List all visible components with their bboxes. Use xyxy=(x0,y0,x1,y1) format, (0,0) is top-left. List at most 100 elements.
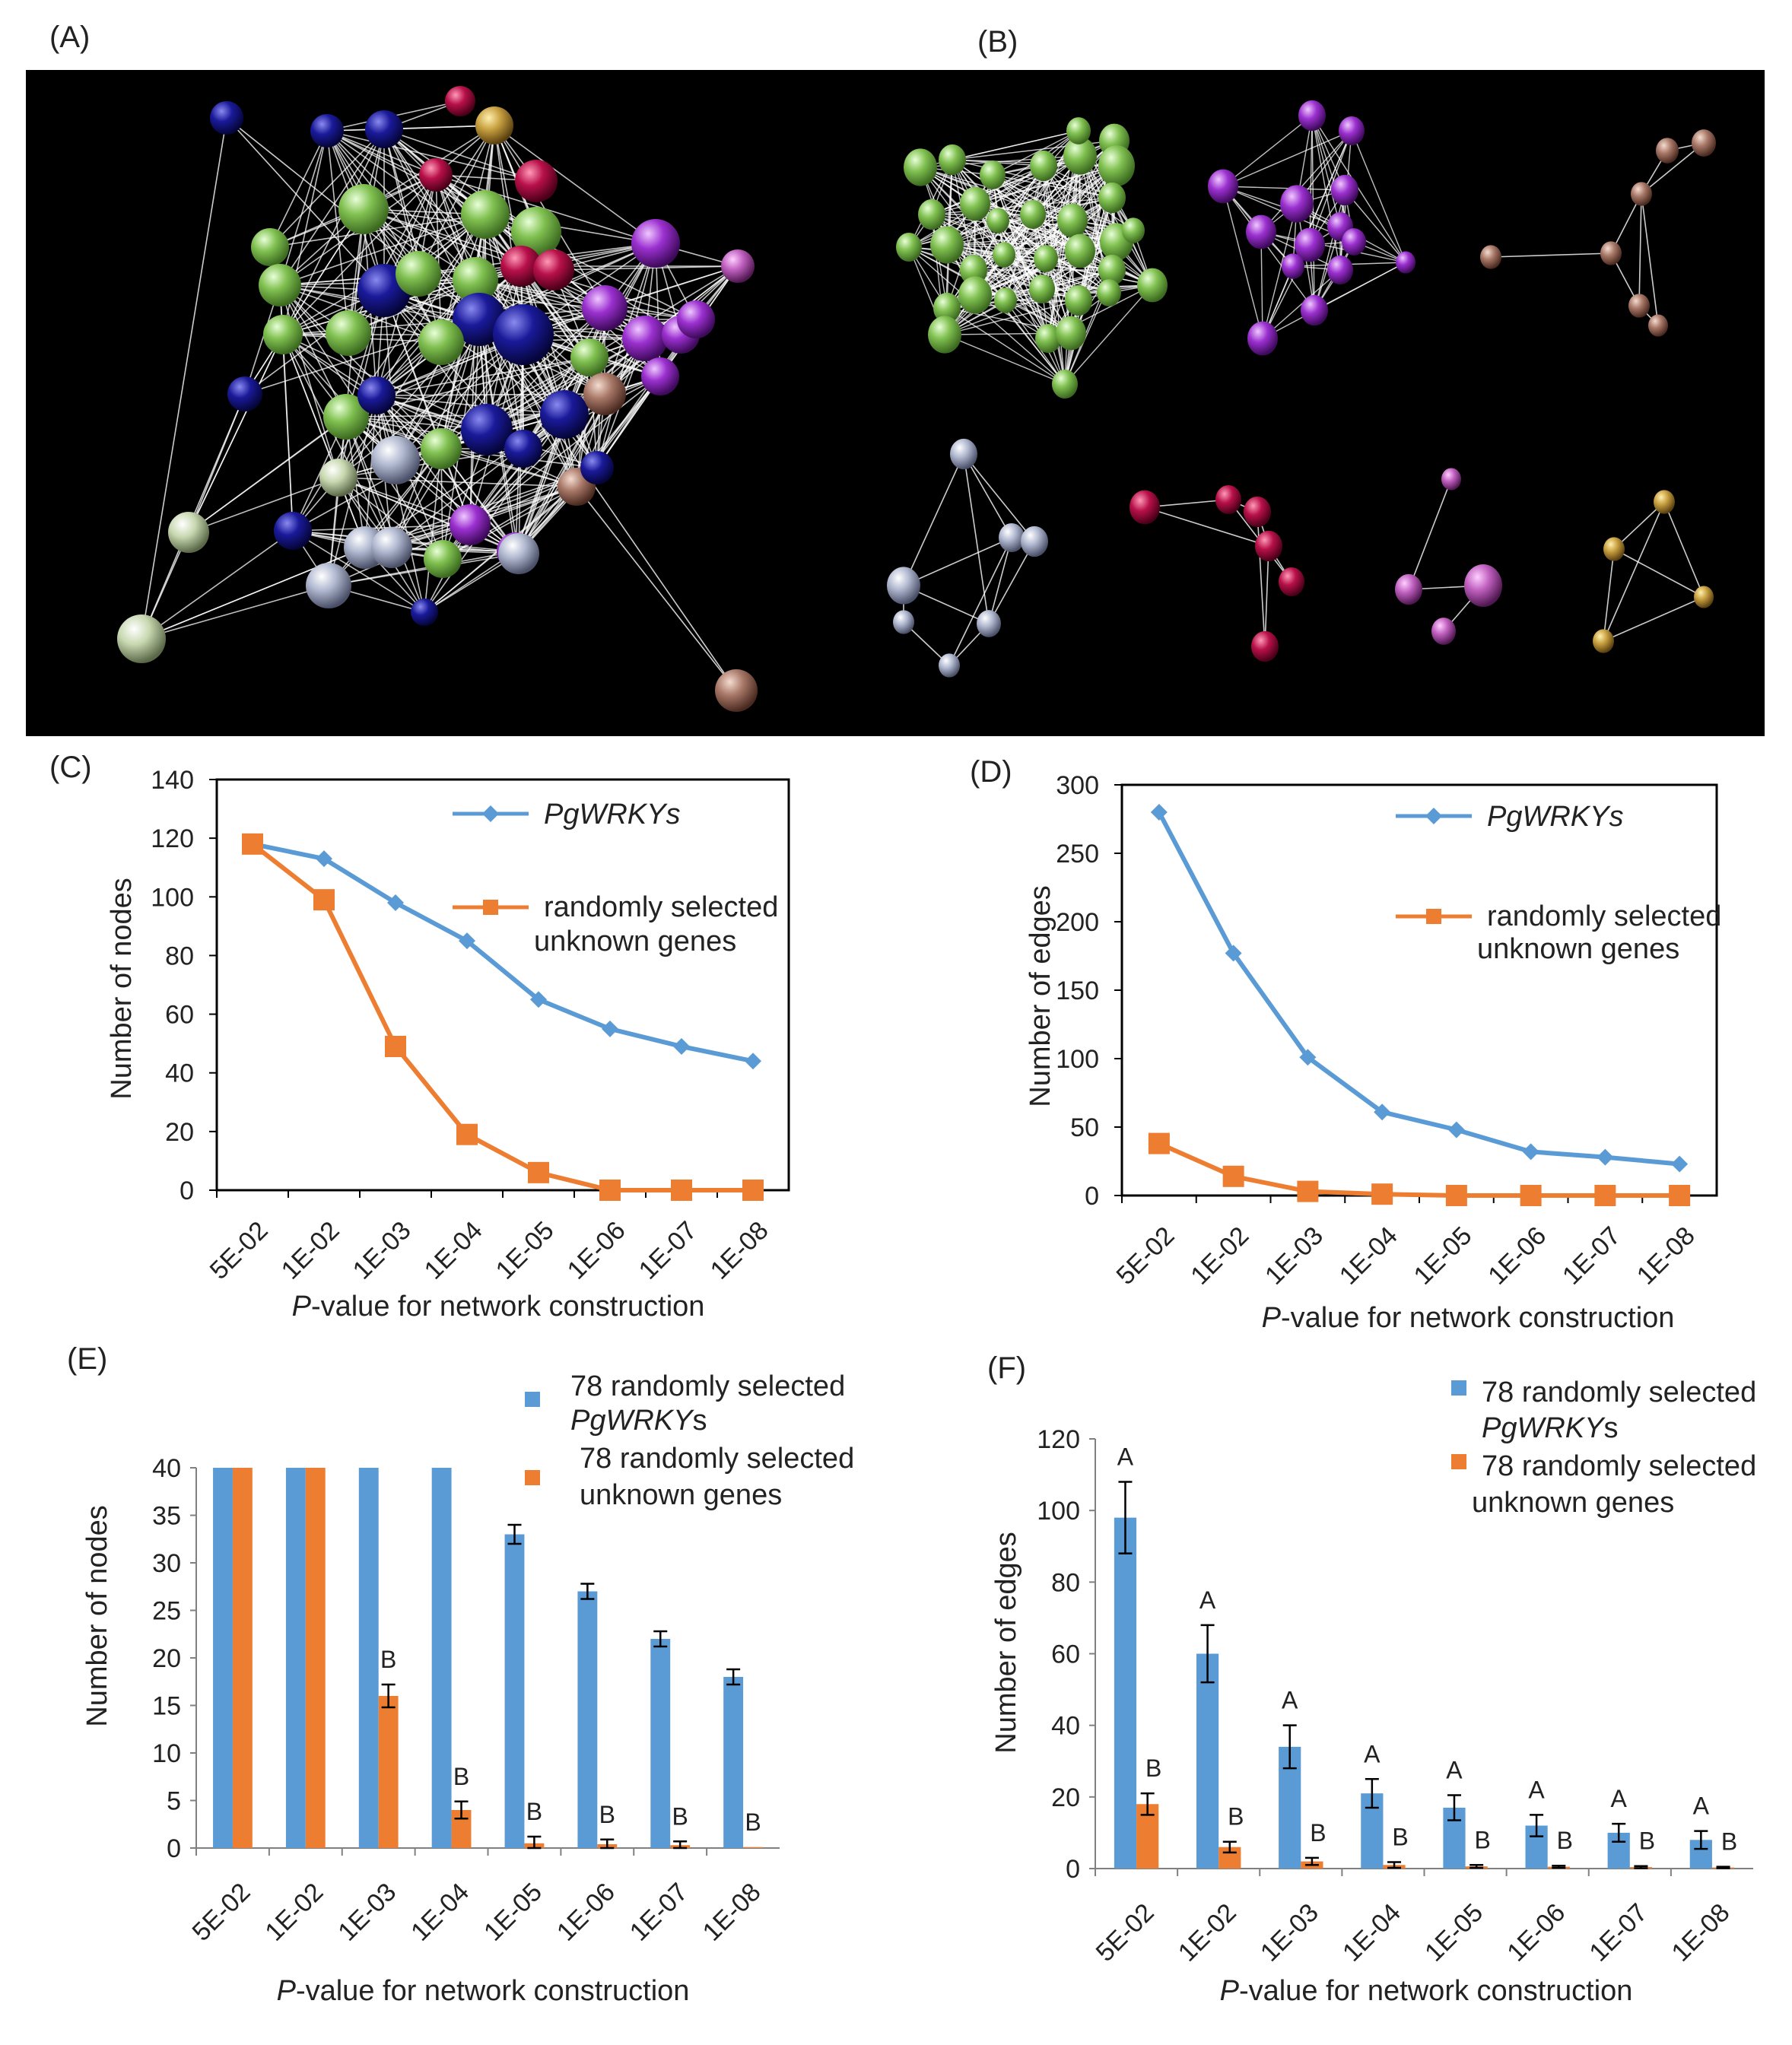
chart-f-sig-label: A xyxy=(1199,1586,1216,1614)
chart-f-xtick-label: 1E-07 xyxy=(1584,1898,1653,1967)
chart-e-bar-s0 xyxy=(650,1639,671,1848)
chart-f-sig-label: B xyxy=(1557,1827,1573,1854)
chart-f-sig-label: B xyxy=(1721,1828,1737,1856)
chart-e-ytick-label: 20 xyxy=(152,1644,181,1673)
chart-f-sig-label: B xyxy=(1639,1827,1655,1855)
chart-c-series-1-line xyxy=(251,842,753,1192)
chart-c-series-1-point xyxy=(242,833,263,855)
panel-letter-a: (A) xyxy=(49,21,90,54)
chart-e-legend-marker-0 xyxy=(525,1392,540,1407)
panel-letter-e: (E) xyxy=(67,1342,107,1376)
chart-f-ytick-label: 60 xyxy=(1051,1640,1080,1669)
chart-e-bar-s0 xyxy=(358,1468,379,1848)
chart-d-series-1-point xyxy=(1297,1180,1319,1202)
chart-d-series-0-point xyxy=(1299,1049,1317,1066)
chart-f-legend-label-0b-suffix: s xyxy=(1603,1412,1618,1444)
chart-d-ytick-label: 50 xyxy=(1070,1113,1099,1142)
chart-d-series-1-point xyxy=(1669,1185,1691,1206)
chart-f-sig-label: B xyxy=(1228,1803,1244,1831)
chart-d-series-1-point xyxy=(1148,1132,1170,1154)
chart-f-sig-label: B xyxy=(1392,1824,1408,1851)
chart-d-ytick-label: 100 xyxy=(1056,1045,1099,1074)
chart-f-xtick-label: 1E-04 xyxy=(1337,1898,1406,1967)
chart-e-legend-label-0b-italic: PgWRKY xyxy=(570,1405,694,1437)
chart-f-legend-label-0a: 78 randomly selected xyxy=(1482,1377,1756,1408)
chart-d-series-0-point xyxy=(1374,1103,1391,1121)
chart-d-xlabel-italic: P xyxy=(1262,1302,1282,1334)
chart-c-xlabel-italic: P xyxy=(292,1291,312,1323)
chart-e-xlabel: P-value for network construction xyxy=(277,1975,690,2007)
chart-f-xtick-label: 1E-08 xyxy=(1666,1898,1736,1967)
chart-f-sig-label: A xyxy=(1364,1740,1381,1767)
chart-c-xlabel-rest: -value for network construction xyxy=(311,1291,704,1323)
chart-e-legend-label-0b: PgWRKYs xyxy=(570,1405,707,1437)
chart-c-ytick-label: 100 xyxy=(151,883,194,912)
chart-e-legend-label-1a: 78 randomly selected xyxy=(580,1443,854,1475)
chart-c-series-0-line xyxy=(252,841,754,1064)
chart-e-ytick-label: 25 xyxy=(152,1597,181,1626)
chart-e-sig-label: B xyxy=(380,1646,396,1673)
chart-f-sig-label: A xyxy=(1693,1793,1710,1820)
chart-d-series-0-point xyxy=(1597,1148,1614,1166)
chart-d-series-0-point xyxy=(1225,945,1242,962)
chart-e-xlabel-rest: -value for network construction xyxy=(296,1975,689,2007)
chart-f-sig-label: B xyxy=(1145,1754,1161,1782)
chart-d-series-0-point xyxy=(1150,804,1168,821)
chart-c-ytick-label: 80 xyxy=(165,942,194,970)
chart-d-series-0-line xyxy=(1157,811,1680,1167)
chart-e-bar-s0 xyxy=(213,1468,233,1848)
chart-e-bar-s0 xyxy=(431,1468,452,1848)
chart-c-series-1-point xyxy=(385,1036,406,1057)
chart-f-xlabel-rest: -value for network construction xyxy=(1239,1975,1632,2007)
chart-f-bar-s0 xyxy=(1114,1517,1137,1869)
chart-f-ytick-label: 80 xyxy=(1051,1568,1080,1597)
chart-e-xtick-label: 1E-04 xyxy=(405,1878,475,1947)
chart-f-sig-label: A xyxy=(1611,1785,1628,1812)
chart-c-series-0-point xyxy=(745,1053,761,1070)
chart-c-xtick-label: 1E-06 xyxy=(562,1216,631,1285)
chart-f-sig-label: B xyxy=(1474,1826,1490,1853)
chart-d-series-1-point xyxy=(1594,1185,1616,1206)
chart-e-legend-label-0b-suffix: s xyxy=(692,1405,707,1437)
chart-d-series-1-point xyxy=(1222,1165,1244,1187)
chart-d-series-0-point xyxy=(1522,1143,1539,1161)
chart-d-ytick-label: 200 xyxy=(1056,908,1099,937)
chart-c-series-1-point xyxy=(528,1161,549,1183)
chart-e-bar-s0 xyxy=(285,1468,306,1848)
chart-c-legend-marker-1 xyxy=(483,900,498,915)
chart-c-series-1-point xyxy=(313,889,335,911)
chart-f-sig-label: A xyxy=(1282,1687,1298,1714)
chart-f-bar-s0 xyxy=(1196,1653,1219,1869)
chart-c-xtick-label: 1E-04 xyxy=(419,1216,488,1285)
chart-e-bar-s1 xyxy=(305,1468,326,1848)
chart-e-xtick-label: 1E-03 xyxy=(332,1878,402,1947)
chart-e-xtick-label: 1E-08 xyxy=(697,1878,767,1947)
chart-e-bar-s0 xyxy=(504,1534,525,1848)
chart-e-bar-s0 xyxy=(577,1591,598,1848)
chart-f-xtick-label: 5E-02 xyxy=(1091,1898,1160,1967)
chart-e-legend-label-1b: unknown genes xyxy=(580,1479,782,1511)
chart-f-sig-label: A xyxy=(1446,1756,1463,1783)
chart-f-ytick-label: 20 xyxy=(1051,1783,1080,1812)
chart-c-series-0-point xyxy=(316,850,332,868)
chart-d-frame xyxy=(1120,783,1718,1197)
chart-e-xtick-label: 5E-02 xyxy=(187,1878,256,1947)
chart-e-ytick-label: 0 xyxy=(167,1834,181,1863)
chart-f-xlabel-italic: P xyxy=(1220,1975,1240,2007)
chart-e-legend-label-0a: 78 randomly selected xyxy=(570,1370,845,1402)
chart-d-ytick-label: 150 xyxy=(1056,976,1099,1005)
chart-d-series-1-point xyxy=(1371,1183,1393,1205)
chart-d-ylabel: Number of edges xyxy=(1025,885,1056,1107)
chart-e-sig-label: B xyxy=(526,1798,542,1825)
chart-d-ytick-label: 300 xyxy=(1056,771,1099,800)
chart-e-sig-label: B xyxy=(745,1808,761,1836)
chart-c-xtick-label: 5E-02 xyxy=(205,1216,274,1285)
chart-d-series-1-point xyxy=(1445,1185,1467,1206)
chart-f-legend-label-0b: PgWRKYs xyxy=(1482,1412,1618,1444)
chart-c-ytick-label: 60 xyxy=(165,1001,194,1030)
chart-e-ylabel: Number of nodes xyxy=(81,1505,113,1727)
chart-e-bar-s1 xyxy=(743,1847,763,1848)
chart-f-xtick-label: 1E-06 xyxy=(1501,1898,1571,1967)
